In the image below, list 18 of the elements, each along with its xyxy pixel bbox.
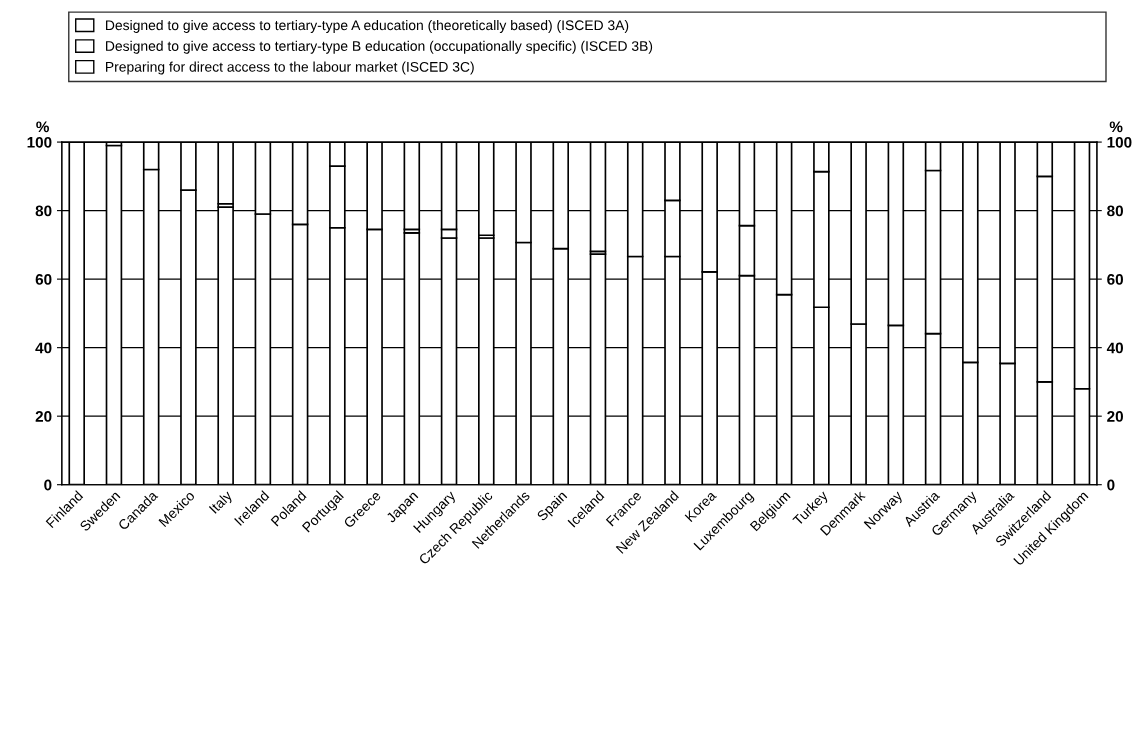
y2-tick-label: 80	[1107, 205, 1123, 217]
y-tick-label: 80	[35, 205, 52, 217]
y-axis-title: %	[36, 121, 50, 133]
y-tick-label: 100	[27, 136, 52, 148]
y2-axis-title: %	[1109, 121, 1123, 133]
y-tick-label: 20	[35, 411, 52, 422]
legend-label: Designed to give access to tertiary-type A education (theoretically based) (ISCED 3A)	[106, 19, 629, 33]
y2-tick-label: 0	[1107, 479, 1115, 491]
legend-label: Designed to give access to tertiary-type B education (occupationally specific) (ISCED 3B)	[106, 40, 653, 54]
x-tick-label: Italy	[208, 489, 235, 516]
legend-label: Preparing for direct access to the labour market (ISCED 3C)	[106, 61, 474, 75]
y-tick-label: 60	[35, 274, 52, 285]
y-tick-label: 40	[35, 342, 52, 354]
y2-tick-label: 40	[1106, 342, 1123, 354]
y2-tick-label: 20	[1107, 411, 1123, 422]
y-tick-label: 0	[44, 479, 52, 491]
y2-tick-label: 60	[1107, 274, 1123, 285]
y2-tick-label: 100	[1107, 136, 1132, 148]
